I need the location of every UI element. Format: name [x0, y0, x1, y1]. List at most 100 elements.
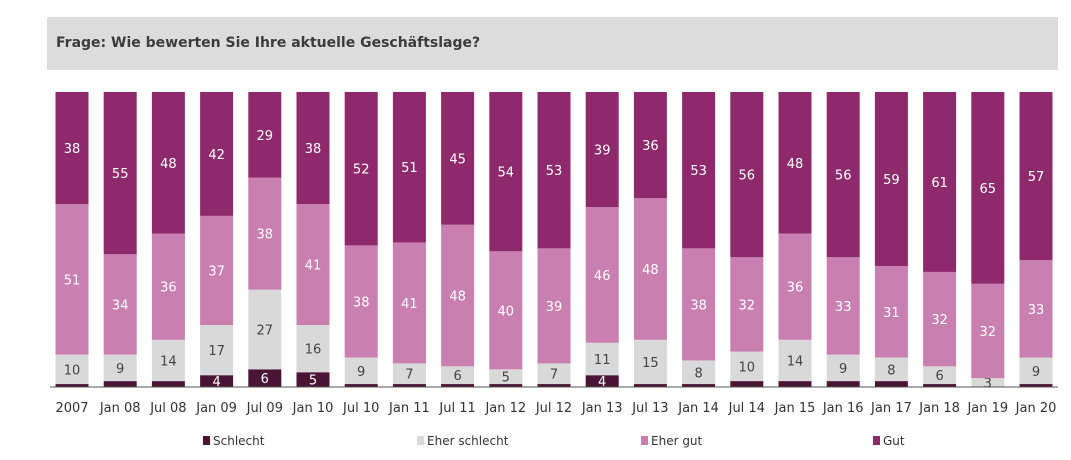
legend-swatch	[641, 436, 648, 445]
legend-label: Eher schlecht	[427, 434, 509, 448]
bar-segment-schlecht	[489, 384, 523, 387]
data-label: 40	[498, 304, 515, 319]
data-label: 32	[931, 313, 948, 328]
bar-segment-gut	[1019, 92, 1053, 261]
bar-segment-eher-gut	[826, 257, 860, 355]
data-label: 48	[449, 290, 466, 305]
x-tick-label: Jan 10	[292, 401, 334, 416]
bar-segment-schlecht	[537, 384, 571, 387]
data-label: 36	[787, 281, 804, 296]
data-label: 8	[694, 366, 702, 381]
data-label: 56	[835, 169, 852, 184]
bar-segment-gut	[200, 92, 234, 216]
data-label: 53	[546, 164, 563, 179]
bar-segment-schlecht	[923, 384, 957, 387]
bar-segment-eher-gut	[441, 224, 475, 367]
data-label: 5	[502, 371, 510, 386]
bar-segment-eher-gut	[537, 248, 571, 364]
data-label: 29	[257, 129, 274, 144]
bar-segment-gut	[633, 92, 667, 199]
x-tick-label: Jul 14	[728, 401, 765, 416]
data-label: 31	[883, 306, 900, 321]
data-label: 65	[980, 182, 997, 197]
x-tick-label: Jul 08	[149, 401, 186, 416]
bar-segment-eher-schlecht	[344, 357, 378, 385]
bar-segment-eher-gut	[778, 233, 812, 340]
data-label: 33	[835, 300, 852, 315]
data-label: 42	[208, 148, 225, 163]
bar-segment-eher-schlecht	[1019, 357, 1053, 385]
bar-segment-eher-schlecht	[103, 354, 137, 382]
x-tick-label: 2007	[55, 401, 88, 416]
x-tick-label: Jul 12	[535, 401, 572, 416]
data-label: 37	[208, 264, 225, 279]
x-tick-label: Jan 16	[822, 401, 864, 416]
bar-segment-eher-gut	[874, 266, 908, 358]
x-tick-label: Jan 12	[484, 401, 526, 416]
x-tick-label: Jan 17	[870, 401, 912, 416]
data-label: 38	[257, 228, 274, 243]
bar-segment-eher-gut	[151, 233, 185, 340]
bar-segment-eher-gut	[585, 207, 619, 343]
data-label: 38	[353, 295, 370, 310]
bar-segment-eher-schlecht	[200, 325, 234, 376]
bar-segment-eher-gut	[1019, 260, 1053, 358]
data-label: 41	[401, 297, 418, 312]
bar-segment-eher-gut	[392, 242, 426, 364]
data-label: 32	[980, 325, 997, 340]
data-label: 57	[1028, 170, 1045, 185]
data-label: 4	[598, 375, 606, 390]
bar-segment-eher-schlecht	[826, 354, 860, 382]
bar-segment-gut	[778, 92, 812, 234]
data-label: 39	[594, 144, 611, 159]
data-label: 36	[160, 281, 177, 296]
data-label: 27	[257, 323, 274, 338]
data-label: 53	[690, 164, 707, 179]
bar-segment-eher-gut	[971, 283, 1005, 379]
bar-segment-schlecht	[633, 384, 667, 387]
bar-segment-gut	[730, 92, 764, 258]
data-label: 38	[64, 142, 81, 157]
data-label: 38	[690, 298, 707, 313]
bar-segment-schlecht	[778, 381, 812, 387]
bar-segment-gut	[151, 92, 185, 234]
data-label: 55	[112, 167, 129, 182]
data-label: 54	[498, 166, 515, 181]
data-label: 36	[642, 139, 659, 154]
x-tick-label: Jul 09	[246, 401, 283, 416]
bar-segment-schlecht	[730, 381, 764, 387]
x-tick-label: Jan 20	[1015, 401, 1057, 416]
bar-segment-schlecht	[296, 372, 330, 387]
data-label: 48	[642, 263, 659, 278]
data-label: 9	[839, 362, 847, 377]
data-label: 14	[787, 354, 804, 369]
bar-segment-eher-gut	[55, 204, 89, 355]
bar-segment-schlecht	[55, 384, 89, 387]
data-label: 17	[208, 344, 225, 359]
bar-segment-eher-schlecht	[537, 363, 571, 385]
bar-segment-eher-schlecht	[874, 357, 908, 382]
data-label: 5	[309, 374, 317, 389]
bar-segment-schlecht	[200, 375, 234, 387]
legend-label: Eher gut	[651, 434, 703, 448]
data-label: 48	[160, 157, 177, 172]
bar-segment-eher-schlecht	[296, 325, 330, 373]
legend-label: Gut	[883, 434, 905, 448]
bar-segment-eher-schlecht	[730, 351, 764, 382]
bar-segment-schlecht	[826, 381, 860, 387]
bar-segment-gut	[682, 92, 716, 249]
x-tick-label: Jan 13	[581, 401, 623, 416]
bar-segment-eher-schlecht	[489, 369, 523, 385]
bar-segment-gut	[392, 92, 426, 243]
data-label: 10	[64, 363, 81, 378]
data-label: 7	[550, 368, 558, 383]
data-label: 41	[305, 259, 322, 274]
x-tick-label: Jan 18	[918, 401, 960, 416]
bar-segment-eher-schlecht	[55, 354, 89, 385]
data-label: 39	[546, 300, 563, 315]
bar-segment-eher-gut	[344, 245, 378, 358]
data-label: 4	[212, 375, 220, 390]
bar-segment-schlecht	[682, 384, 716, 387]
bar-segment-eher-gut	[489, 251, 523, 370]
